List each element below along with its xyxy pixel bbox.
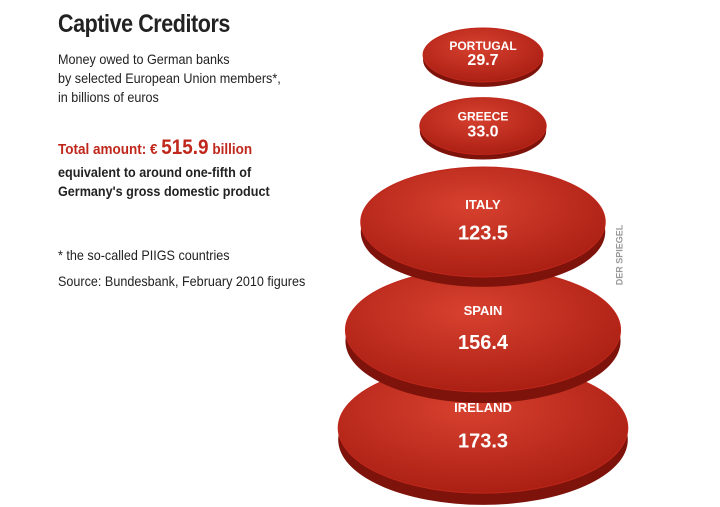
total-note: equivalent to around one-fifth of [58,164,252,180]
disc [360,166,606,278]
footnote: * the so-called PIIGS countries [58,247,230,263]
total: Total amount: € 515.9 billion [58,136,252,160]
disc-label: SPAIN [464,303,503,318]
disc-label: PORTUGAL [449,39,516,53]
credit: DER SPIEGEL [614,224,624,285]
value-label: 33.0 [467,123,498,140]
subtitle: in billions of euros [58,89,159,105]
value-label: 29.7 [467,52,498,69]
disc-label: GREECE [458,110,509,124]
value-label: 123.5 [458,222,508,244]
disc [422,27,544,83]
value-label: 156.4 [458,332,509,354]
total-value: 515.9 [161,136,209,159]
total-note: Germany's gross domestic product [58,183,270,199]
disc-label: ITALY [465,197,501,212]
source: Source: Bundesbank, February 2010 figure… [58,273,306,289]
disc [419,97,547,155]
total-suffix: billion [212,141,253,158]
subtitle: by selected European Union members*, [58,70,281,86]
disc-label: IRELAND [454,400,512,415]
value-label: 173.3 [458,431,508,453]
subtitle: Money owed to German banks [58,51,230,67]
title: Captive Creditors [58,10,230,38]
total-prefix: Total amount: € [58,141,158,158]
